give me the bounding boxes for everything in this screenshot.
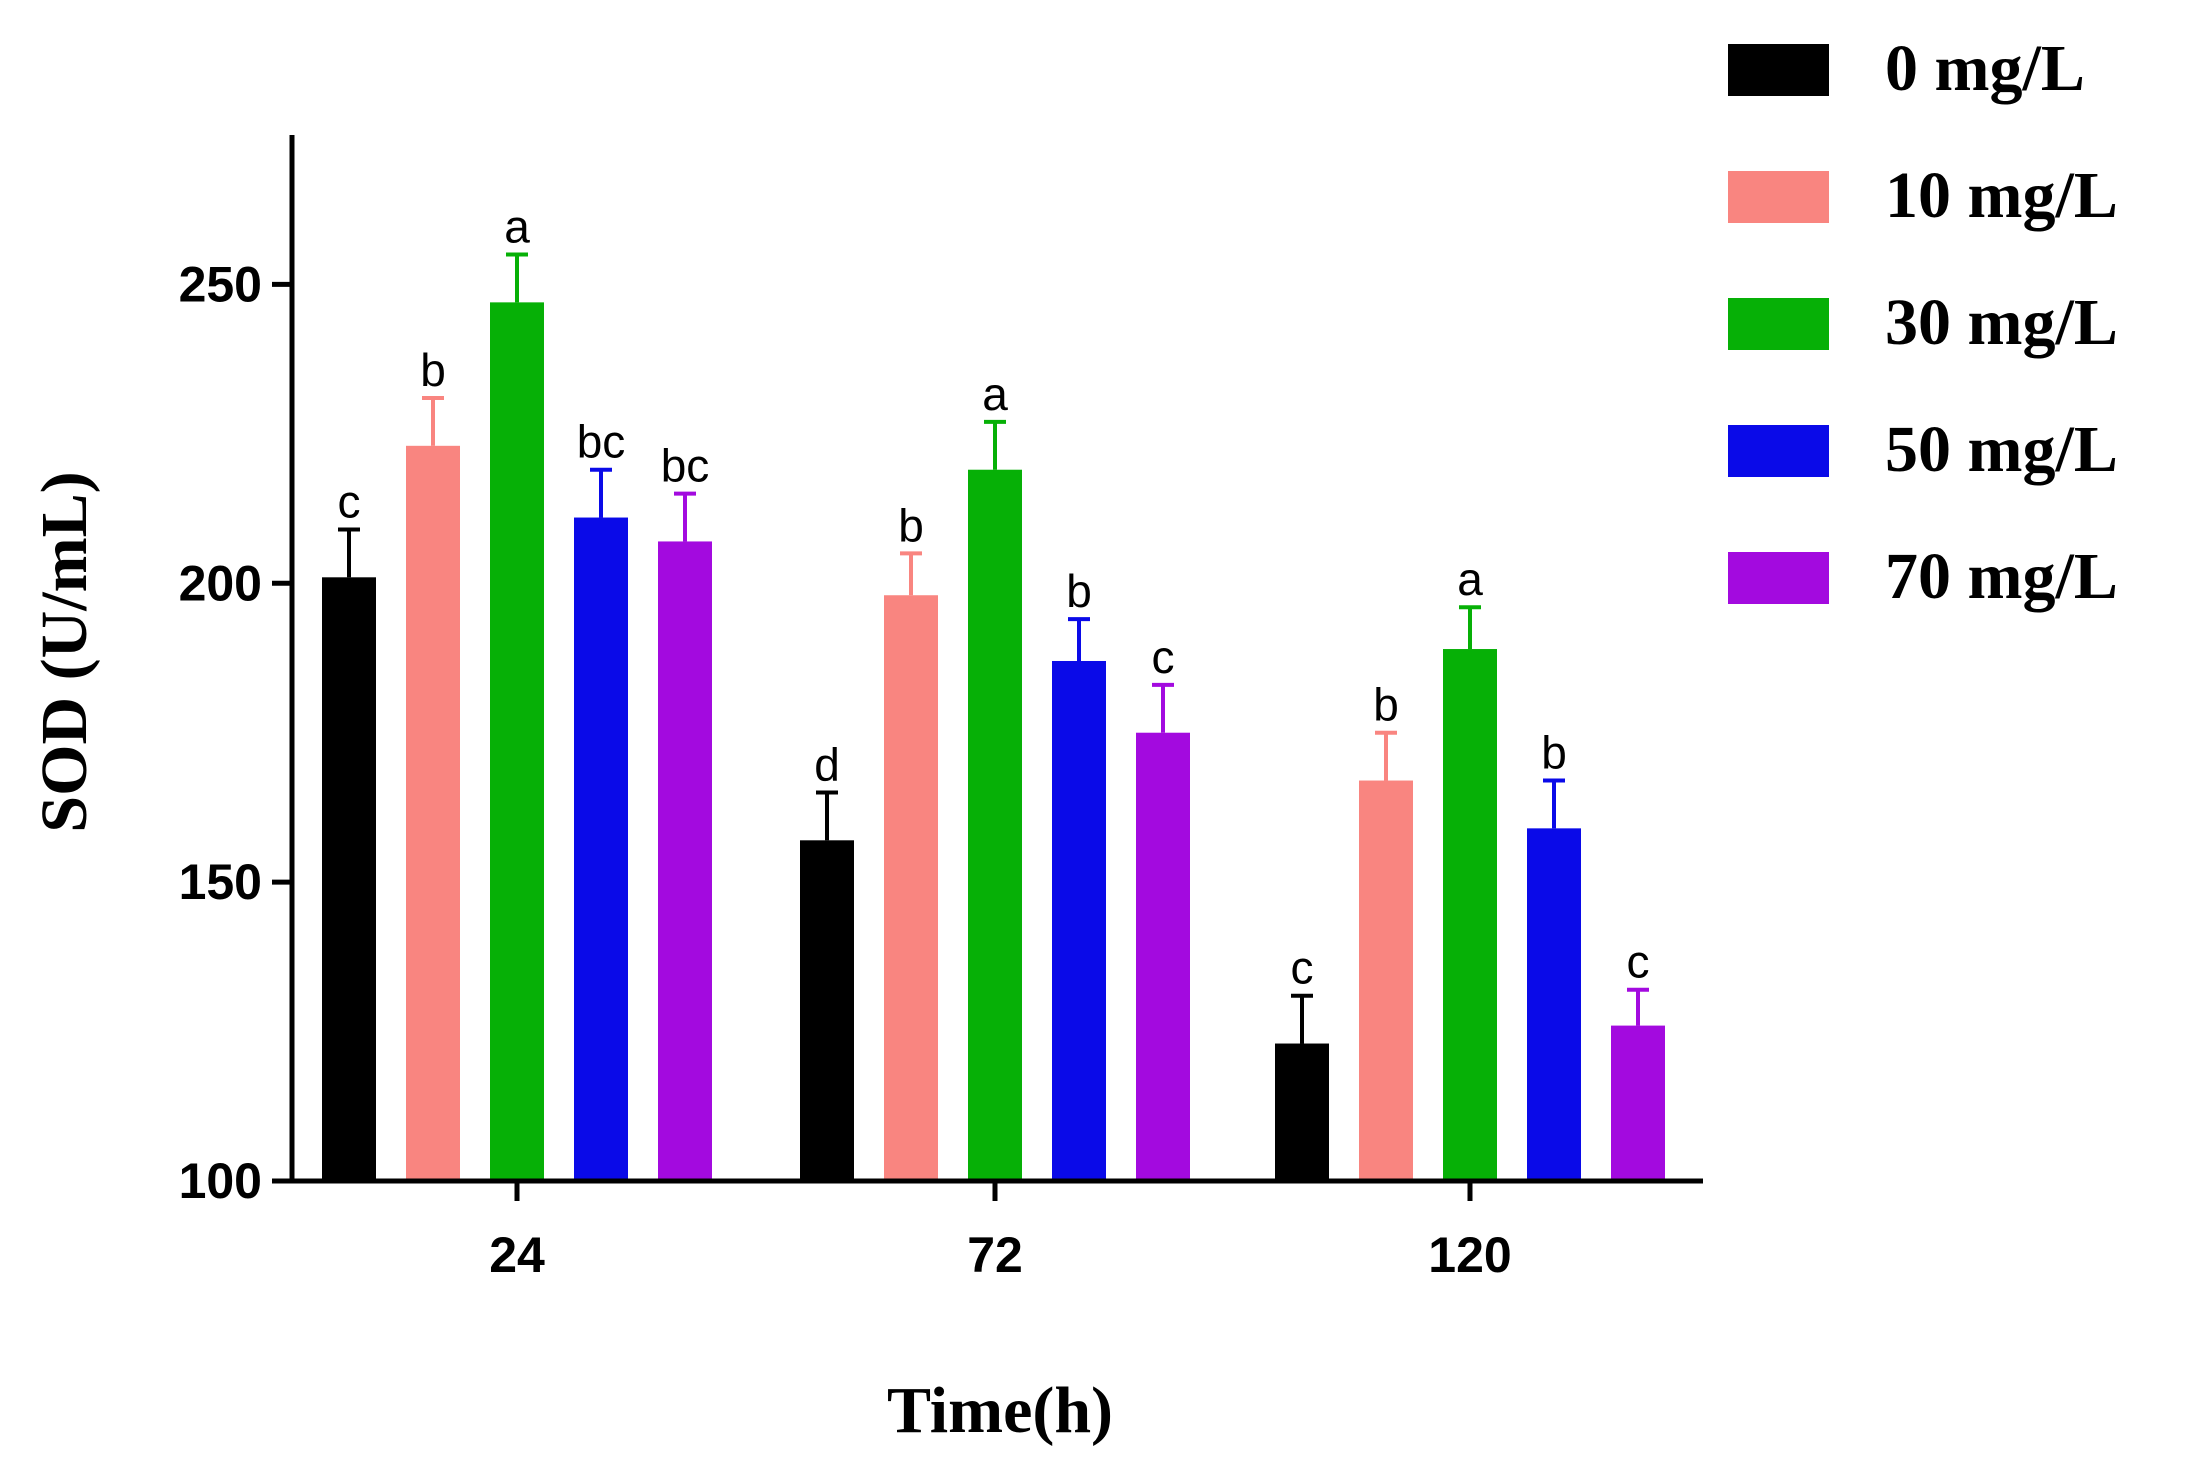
bar-24h-1: [406, 445, 460, 1182]
significance-letter-24h-3: bc: [577, 416, 626, 468]
labels-layer: c d c b b b a a a bc b b bc c c 100 150 200 250 24 72 120: [179, 201, 1650, 1283]
significance-letter-120h-2: a: [1457, 553, 1483, 605]
bar-72h-1: [884, 595, 938, 1181]
significance-letter-24h-4: bc: [661, 440, 710, 492]
bars-layer: [322, 252, 1665, 1182]
bar-120h-1: [1359, 780, 1413, 1181]
significance-letter-24h-1: b: [420, 344, 446, 396]
bar-24h-4: [658, 541, 712, 1181]
legend-label-2: 30 mg/L: [1885, 286, 2118, 359]
significance-letter-72h-4: c: [1152, 631, 1175, 683]
significance-letter-72h-2: a: [982, 368, 1008, 420]
legend-label-1: 10 mg/L: [1885, 159, 2118, 232]
bar-72h-3: [1052, 660, 1106, 1181]
significance-letter-24h-2: a: [504, 201, 530, 253]
significance-letter-72h-1: b: [898, 499, 924, 551]
bar-24h-0: [322, 577, 376, 1181]
bar-120h-3: [1527, 828, 1581, 1181]
legend-swatch-0: [1728, 44, 1829, 96]
axes-layer: [272, 135, 1703, 1201]
bar-72h-0: [800, 840, 854, 1181]
significance-letter-72h-0: d: [814, 738, 840, 790]
bar-120h-0: [1275, 1043, 1329, 1181]
significance-letter-120h-0: c: [1291, 942, 1314, 994]
x-tick-label-24: 24: [489, 1227, 545, 1283]
legend-label-4: 70 mg/L: [1885, 540, 2118, 613]
bar-120h-4: [1611, 1025, 1665, 1181]
significance-letter-120h-1: b: [1373, 679, 1399, 731]
significance-letter-72h-3: b: [1066, 565, 1092, 617]
legend-swatch-3: [1728, 425, 1829, 477]
bar-24h-2: [490, 302, 544, 1181]
bar-24h-3: [574, 517, 628, 1181]
legend: 0 mg/L 10 mg/L 30 mg/L 50 mg/L 70 mg/L: [1728, 32, 2118, 613]
bar-120h-2: [1443, 649, 1497, 1181]
legend-swatch-2: [1728, 298, 1829, 350]
y-tick-label-100: 100: [179, 1153, 262, 1209]
legend-label-0: 0 mg/L: [1885, 32, 2085, 105]
y-tick-label-200: 200: [179, 555, 262, 611]
x-axis-title: Time(h): [887, 1374, 1113, 1447]
legend-label-3: 50 mg/L: [1885, 413, 2118, 486]
significance-letter-24h-0: c: [338, 475, 361, 527]
bar-72h-4: [1136, 732, 1190, 1181]
y-tick-label-250: 250: [179, 256, 262, 312]
significance-letter-120h-4: c: [1627, 936, 1650, 988]
y-tick-label-150: 150: [179, 854, 262, 910]
legend-swatch-4: [1728, 552, 1829, 604]
significance-letter-120h-3: b: [1541, 727, 1567, 779]
bar-72h-2: [968, 469, 1022, 1182]
x-tick-label-120: 120: [1428, 1227, 1511, 1283]
x-tick-label-72: 72: [967, 1227, 1023, 1283]
legend-swatch-1: [1728, 171, 1829, 223]
y-axis-title: SOD (U/mL): [28, 471, 101, 832]
